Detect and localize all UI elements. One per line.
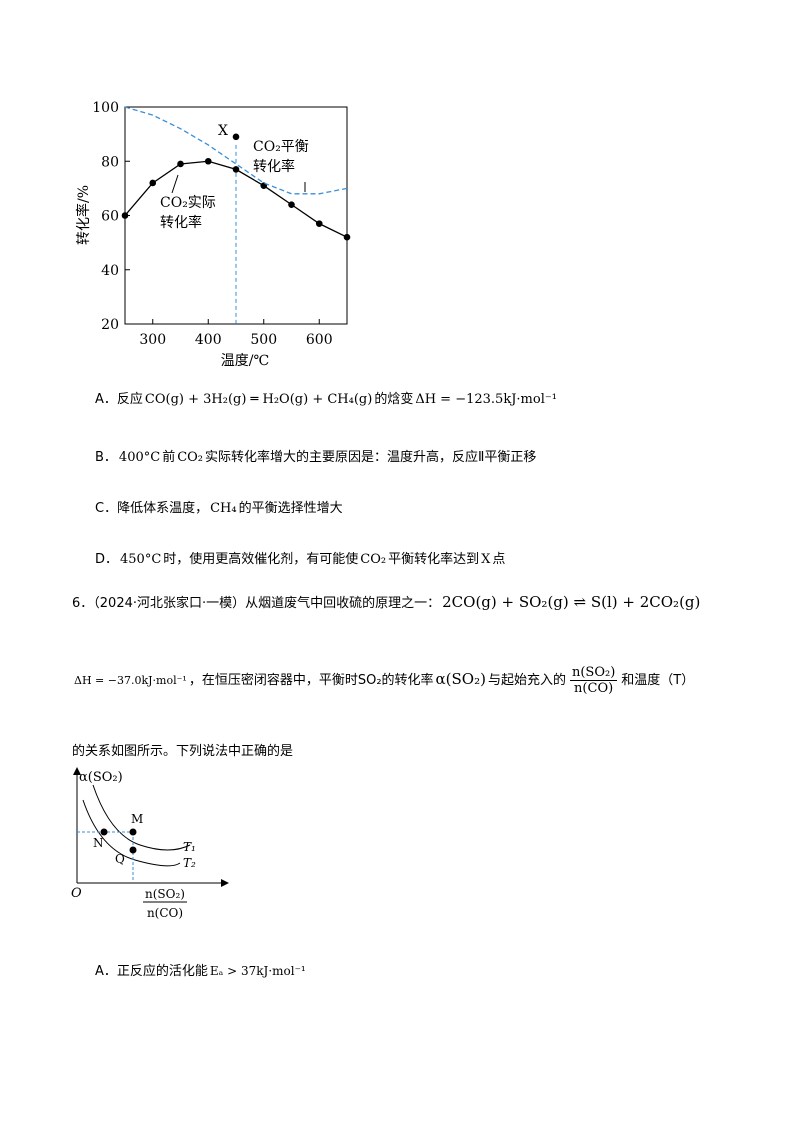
x-tick-label: 300	[139, 332, 166, 348]
series-label: 转化率	[160, 214, 202, 231]
formula: 450°C	[120, 552, 162, 567]
text: ，在恒压密闭容器中，平衡时SO₂的转化率	[188, 673, 434, 688]
data-point	[121, 212, 129, 219]
x-label: 温度/℃	[221, 353, 269, 369]
point-label: N	[93, 836, 104, 850]
text: 点	[492, 552, 506, 567]
denominator: n(CO)	[574, 681, 614, 696]
data-point	[343, 233, 351, 241]
text: 与起始充入的	[487, 673, 566, 688]
point-label: X	[218, 123, 228, 139]
curve-label: T₁	[183, 840, 196, 854]
formula: CH₄	[210, 501, 237, 516]
option-c: C．降低体系温度， CH₄ 的平衡选择性增大	[95, 497, 343, 516]
series-label: 转化率	[253, 158, 295, 175]
curve-t1	[92, 784, 191, 851]
curve-label: T₂	[183, 856, 196, 870]
text: A．反应	[95, 392, 143, 407]
option-b: B． 400°C 前 CO₂ 实际转化率增大的主要原因是：温度升高，反应Ⅱ平衡正移	[95, 446, 536, 465]
leader-line	[171, 174, 179, 194]
text: 的平衡选择性增大	[238, 501, 343, 516]
data-point	[177, 160, 184, 168]
y-tick-label: 100	[92, 100, 119, 116]
y-label: 转化率/%	[75, 185, 92, 245]
text: 前	[162, 450, 176, 465]
text: D．	[95, 552, 119, 567]
text: 时，使用更高效催化剂，有可能使	[163, 552, 359, 567]
numerator: n(SO₂)	[569, 665, 618, 681]
text: B．	[95, 450, 117, 465]
formula: Eₐ > 37kJ·mol⁻¹	[209, 964, 306, 978]
option-d: D． 450°C 时，使用更高效催化剂，有可能使 CO₂ 平衡转化率达到 X 点	[95, 548, 505, 567]
point-label: M	[131, 812, 143, 826]
x-tick-label: 400	[195, 332, 222, 348]
text: 的焓变	[374, 392, 414, 407]
point-q	[129, 846, 137, 854]
text: 6．（2024·河北张家口·一模）从烟道废气中回收硫的原理之一：	[72, 596, 441, 611]
question6-line2: ΔH = −37.0kJ·mol⁻¹ ，在恒压密闭容器中，平衡时SO₂的转化率 α(…	[72, 665, 694, 696]
x-label-num: n(SO₂)	[145, 887, 185, 901]
figure2: α(SO₂) O n(SO₂) n(CO) T₁ T₂ M N Q	[71, 767, 229, 920]
point-m	[129, 828, 137, 836]
formula: CO₂	[360, 552, 387, 567]
data-point	[315, 220, 323, 227]
text: 实际转化率增大的主要原因是：温度升高，反应Ⅱ平衡正移	[205, 450, 537, 465]
y-tick-label: 60	[101, 209, 119, 225]
text: 平衡转化率达到	[388, 552, 480, 567]
point-n	[100, 828, 108, 836]
text: 和温度（T）	[621, 673, 695, 688]
curve-t2	[82, 799, 181, 867]
formula: X	[481, 552, 491, 567]
formula: ΔH = −123.5kJ·mol⁻¹	[415, 392, 557, 407]
question6-option-a: A．正反应的活化能 Eₐ > 37kJ·mol⁻¹	[95, 960, 308, 979]
y-tick-label: 80	[101, 154, 119, 170]
y-tick-label: 20	[101, 317, 119, 333]
y-label: α(SO₂)	[79, 770, 123, 785]
x-label-den: n(CO)	[147, 906, 183, 920]
text: A．正反应的活化能	[95, 964, 208, 979]
text: C．降低体系温度，	[95, 501, 209, 516]
formula: 2CO(g) + SO₂(g) ⇌ S(l) + 2CO₂(g)	[442, 593, 701, 611]
data-point	[149, 179, 157, 187]
data-point	[232, 166, 240, 173]
question6-line3: 的关系如图所示。下列说法中正确的是	[72, 744, 294, 759]
x-tick-label: 500	[250, 332, 277, 348]
formula: 400°C	[118, 450, 161, 465]
series-label: CO₂平衡	[253, 139, 309, 155]
data-point	[204, 157, 212, 165]
data-point	[288, 201, 295, 208]
point-label: Q	[115, 852, 125, 866]
origin: O	[71, 886, 82, 901]
formula: CO(g) + 3H₂(g) ═ H₂O(g) + CH₄(g)	[144, 392, 373, 407]
y-tick-label: 40	[101, 263, 119, 279]
x-tick-label: 600	[306, 332, 333, 348]
formula: CO₂	[177, 450, 204, 465]
question6-line1: 6．（2024·河北张家口·一模）从烟道废气中回收硫的原理之一： 2CO(g) +…	[72, 592, 702, 611]
point-x	[232, 133, 240, 141]
series-label: CO₂实际	[160, 195, 216, 211]
formula: α(SO₂)	[435, 670, 486, 688]
option-a: A．反应 CO(g) + 3H₂(g) ═ H₂O(g) + CH₄(g) 的焓变 Δ…	[95, 388, 559, 407]
fraction: n(SO₂) n(CO)	[569, 665, 618, 696]
formula: ΔH = −37.0kJ·mol⁻¹	[74, 674, 187, 687]
